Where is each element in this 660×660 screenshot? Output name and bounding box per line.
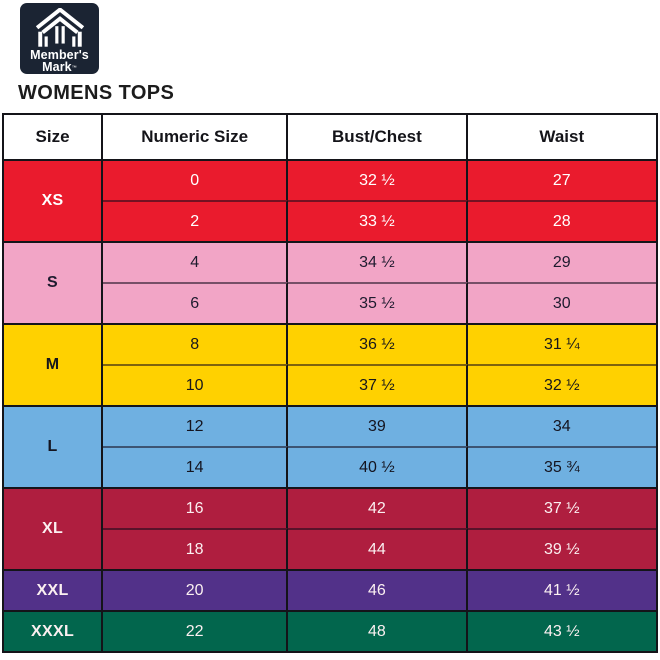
table-row-xl-2: 18 44 39 ½ — [4, 528, 656, 569]
bust-chest-cell: 48 — [288, 610, 468, 651]
trademark-symbol: ™ — [71, 65, 77, 72]
numeric-size-cell: 2 — [103, 200, 289, 241]
numeric-size-cell: 20 — [103, 569, 289, 610]
bust-chest-cell: 44 — [288, 528, 468, 569]
table-row-xs-1: XS 0 32 ½ 27 — [4, 159, 656, 241]
page-title: WOMENS TOPS — [18, 82, 175, 104]
numeric-size-cell: 4 — [103, 241, 289, 282]
numeric-size-cell: 12 — [103, 405, 289, 446]
bust-chest-cell: 37 ½ — [288, 364, 468, 405]
waist-cell: 28 — [467, 200, 656, 241]
numeric-size-cell: 18 — [103, 528, 289, 569]
size-table: Size Numeric Size Bust/Chest Waist XS 0 … — [2, 113, 658, 653]
bust-chest-cell: 40 ½ — [288, 446, 468, 487]
bust-chest-cell: 46 — [288, 569, 468, 610]
bust-chest-cell: 32 ½ — [288, 159, 468, 200]
size-cell-xxxl: XXXL — [4, 610, 104, 651]
numeric-size-cell: 6 — [103, 282, 289, 323]
waist-cell: 32 ½ — [467, 364, 656, 405]
table-row-l-1: L 12 39 34 — [4, 405, 656, 487]
size-cell-l: L — [4, 405, 104, 487]
size-cell-xxl: XXL — [4, 569, 104, 610]
waist-cell: 35 ¾ — [467, 446, 656, 487]
bust-chest-cell: 36 ½ — [288, 323, 468, 364]
header-bust-chest: Bust/Chest — [288, 115, 468, 159]
header-waist: Waist — [467, 115, 656, 159]
waist-cell: 27 — [467, 159, 656, 200]
waist-cell: 34 — [467, 405, 656, 446]
numeric-size-cell: 8 — [103, 323, 289, 364]
numeric-size-cell: 22 — [103, 610, 289, 651]
waist-cell: 31 ¼ — [467, 323, 656, 364]
brand-name-line2: Mark — [42, 60, 72, 75]
size-cell-m: M — [4, 323, 104, 405]
table-row-m-1: M 8 36 ½ 31 ¼ — [4, 323, 656, 405]
waist-cell: 39 ½ — [467, 528, 656, 569]
numeric-size-cell: 0 — [103, 159, 289, 200]
members-mark-m-icon — [35, 8, 84, 47]
table-row-s-2: 6 35 ½ 30 — [4, 282, 656, 323]
bust-chest-cell: 33 ½ — [288, 200, 468, 241]
numeric-size-cell: 14 — [103, 446, 289, 487]
waist-cell: 37 ½ — [467, 487, 656, 528]
waist-cell: 41 ½ — [467, 569, 656, 610]
table-row-xxl: XXL 20 46 41 ½ — [4, 569, 656, 610]
table-row-xl-1: XL 16 42 37 ½ — [4, 487, 656, 569]
table-row-s-1: S 4 34 ½ 29 — [4, 241, 656, 323]
size-cell-s: S — [4, 241, 104, 323]
waist-cell: 29 — [467, 241, 656, 282]
brand-name: Member's Mark™ — [30, 47, 89, 75]
bust-chest-cell: 35 ½ — [288, 282, 468, 323]
size-cell-xl: XL — [4, 487, 104, 569]
header-size: Size — [4, 115, 104, 159]
table-row-xxxl: XXXL 22 48 43 ½ — [4, 610, 656, 651]
bust-chest-cell: 42 — [288, 487, 468, 528]
members-mark-logo: Member's Mark™ — [20, 3, 99, 74]
waist-cell: 30 — [467, 282, 656, 323]
numeric-size-cell: 10 — [103, 364, 289, 405]
table-row-m-2: 10 37 ½ 32 ½ — [4, 364, 656, 405]
bust-chest-cell: 34 ½ — [288, 241, 468, 282]
brand-name-line1: Member's — [30, 47, 89, 62]
table-row-xs-2: 2 33 ½ 28 — [4, 200, 656, 241]
bust-chest-cell: 39 — [288, 405, 468, 446]
table-header-row: Size Numeric Size Bust/Chest Waist — [4, 115, 656, 159]
size-cell-xs: XS — [4, 159, 104, 241]
table-row-l-2: 14 40 ½ 35 ¾ — [4, 446, 656, 487]
numeric-size-cell: 16 — [103, 487, 289, 528]
header-numeric-size: Numeric Size — [103, 115, 289, 159]
waist-cell: 43 ½ — [467, 610, 656, 651]
